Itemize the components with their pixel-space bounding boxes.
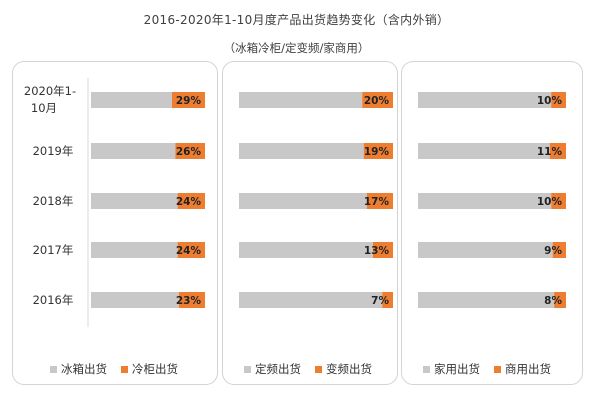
data-label: 20% <box>364 95 390 107</box>
legend-panel-2: 定频出货 变频出货 <box>244 361 380 377</box>
bar-segment-series2 <box>366 193 393 209</box>
category-label: 2018年 <box>33 194 74 208</box>
legend-swatch-gray <box>50 365 57 373</box>
panel-fridge-freezer: 29% 2020年1- 10月 26% 2019年 24% 2018年 24% 2017年 23%… <box>12 61 218 385</box>
bar-chart-household-commercial: 10% 11% 10% 9% 8% <box>418 92 566 308</box>
bar-segment-series1 <box>239 193 367 209</box>
legend-swatch-gray <box>423 365 430 373</box>
bar-segment-series2 <box>554 292 566 308</box>
legend-panel-3: 家用出货 商用出货 <box>423 361 559 377</box>
data-label: 11% <box>537 146 563 158</box>
data-label: 9% <box>544 245 562 257</box>
data-label: 10% <box>537 95 563 107</box>
bar-segment-series2 <box>177 242 205 258</box>
bar-segment-series2 <box>175 143 205 159</box>
panel-household-commercial: 10% 11% 10% 9% 8% <box>401 61 583 385</box>
chart-title: 2016-2020年1-10月度产品出货趋势变化（含内外销） <box>143 13 450 27</box>
bar-segment-series1 <box>418 143 550 159</box>
legend-label: 变频出货 <box>326 362 372 376</box>
legend-item-orange: 商用出货 <box>494 361 551 377</box>
legend-swatch-gray <box>244 365 251 373</box>
legend-label: 冷柜出货 <box>132 362 178 376</box>
chart-subtitle: （冰箱冷柜/定变频/家商用） <box>223 41 370 55</box>
data-label: 23% <box>176 295 202 307</box>
bar-segment-series1 <box>418 193 552 209</box>
category-label: 2017年 <box>33 243 74 257</box>
legend-label: 家用出货 <box>434 362 480 376</box>
legend-item-gray: 家用出货 <box>423 361 480 377</box>
legend-item-orange: 冷柜出货 <box>121 361 178 377</box>
data-label: 17% <box>364 196 390 208</box>
bar-segment-series1 <box>91 143 176 159</box>
bar-segment-series2 <box>551 193 566 209</box>
data-label: 8% <box>544 295 562 307</box>
panel-fixed-variable-frequency: 20% 19% 17% 13% 7% <box>222 61 398 385</box>
legend-swatch-orange <box>121 365 128 373</box>
bar-segment-series1 <box>91 242 178 258</box>
data-label: 24% <box>176 245 202 257</box>
bar-segment-series2 <box>551 92 566 108</box>
legend-swatch-orange <box>315 365 322 373</box>
legend-item-gray: 定频出货 <box>244 361 301 377</box>
bar-segment-series2 <box>171 92 205 108</box>
bar-chart-fixed-variable: 20% 19% 17% 13% 7% <box>239 92 393 308</box>
bar-segment-series1 <box>239 143 364 159</box>
bar-segment-series1 <box>91 292 179 308</box>
bar-segment-series2 <box>382 292 393 308</box>
legend-panel-1: 冰箱出货 冷柜出货 <box>50 361 186 377</box>
category-label: 2016年 <box>33 293 74 307</box>
bar-segment-series1 <box>418 292 555 308</box>
category-label: 2020年1- <box>24 84 76 98</box>
bar-segment-series2 <box>552 242 566 258</box>
data-label: 26% <box>176 146 202 158</box>
bar-segment-series2 <box>372 242 393 258</box>
bar-segment-series1 <box>418 242 553 258</box>
bar-segment-series1 <box>91 193 178 209</box>
legend-label: 冰箱出货 <box>61 362 107 376</box>
bar-segment-series2 <box>177 193 205 209</box>
bar-segment-series1 <box>418 92 552 108</box>
data-label: 24% <box>176 196 202 208</box>
data-label: 7% <box>371 295 389 307</box>
category-label: 10月 <box>31 101 57 115</box>
bar-segment-series1 <box>239 92 363 108</box>
legend-item-orange: 变频出货 <box>315 361 372 377</box>
bar-segment-series2 <box>178 292 205 308</box>
bar-segment-series1 <box>239 292 383 308</box>
bar-chart-fridge-freezer: 29% 2020年1- 10月 26% 2019年 24% 2018年 24% 2017年 23%… <box>24 78 205 327</box>
legend-item-gray: 冰箱出货 <box>50 361 107 377</box>
data-label: 29% <box>176 95 202 107</box>
category-label: 2019年 <box>33 144 74 158</box>
legend-label: 定频出货 <box>255 362 301 376</box>
data-label: 19% <box>364 146 390 158</box>
legend-swatch-orange <box>494 365 501 373</box>
legend-label: 商用出货 <box>505 362 551 376</box>
data-label: 13% <box>364 245 390 257</box>
data-label: 10% <box>537 196 563 208</box>
bar-segment-series1 <box>239 242 373 258</box>
bar-segment-series2 <box>362 92 393 108</box>
bar-segment-series2 <box>549 143 566 159</box>
bar-segment-series1 <box>91 92 172 108</box>
bar-segment-series2 <box>363 143 393 159</box>
